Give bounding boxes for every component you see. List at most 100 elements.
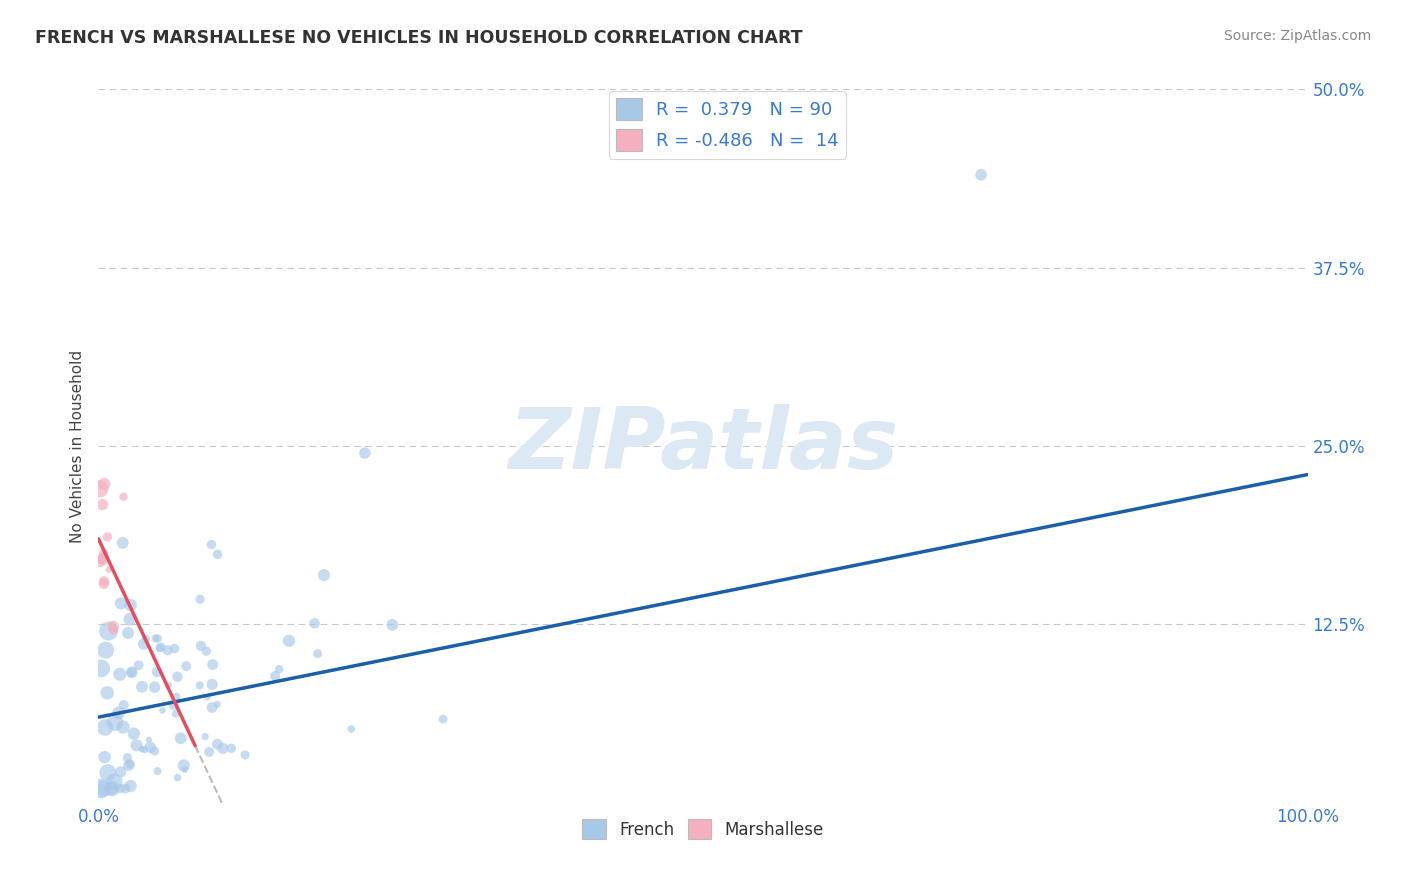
Point xyxy=(138,732,160,747)
Point xyxy=(340,722,363,736)
Point xyxy=(149,640,172,655)
Point xyxy=(103,623,125,637)
Point xyxy=(94,721,117,735)
Point xyxy=(101,619,124,633)
Point xyxy=(94,643,117,657)
Point xyxy=(190,639,212,653)
Point xyxy=(145,632,167,646)
Point xyxy=(264,669,287,683)
Point xyxy=(101,781,124,796)
Point xyxy=(120,779,142,793)
Point xyxy=(89,555,111,569)
Point xyxy=(111,536,134,550)
Point xyxy=(170,731,193,746)
Point xyxy=(93,574,115,589)
Y-axis label: No Vehicles in Household: No Vehicles in Household xyxy=(70,350,86,542)
Point xyxy=(104,715,127,730)
Point xyxy=(132,637,155,651)
Point xyxy=(173,758,195,772)
Point xyxy=(432,712,454,726)
Point xyxy=(114,781,136,796)
Point xyxy=(112,698,135,713)
Point xyxy=(354,446,377,460)
Point xyxy=(118,612,141,626)
Point xyxy=(122,726,145,740)
Point xyxy=(91,551,114,566)
Point xyxy=(97,624,120,638)
Point xyxy=(103,774,125,789)
Point xyxy=(174,659,197,673)
Point xyxy=(93,781,115,796)
Point xyxy=(108,667,131,681)
Point xyxy=(312,568,335,582)
Point xyxy=(117,626,139,640)
Point xyxy=(212,741,235,756)
Text: FRENCH VS MARSHALLESE NO VEHICLES IN HOUSEHOLD CORRELATION CHART: FRENCH VS MARSHALLESE NO VEHICLES IN HOU… xyxy=(35,29,803,46)
Point xyxy=(135,632,157,646)
Text: Source: ZipAtlas.com: Source: ZipAtlas.com xyxy=(1223,29,1371,43)
Point xyxy=(91,498,114,512)
Point xyxy=(197,690,219,705)
Point xyxy=(149,640,172,655)
Point xyxy=(233,747,256,762)
Point xyxy=(118,757,141,772)
Point xyxy=(93,477,115,491)
Point xyxy=(304,616,326,631)
Point xyxy=(117,750,139,764)
Point xyxy=(166,670,188,684)
Point xyxy=(108,781,131,796)
Point xyxy=(165,706,187,721)
Legend: French, Marshallese: French, Marshallese xyxy=(576,813,830,846)
Point xyxy=(146,764,169,778)
Point xyxy=(90,781,112,796)
Point xyxy=(381,618,404,632)
Point xyxy=(146,665,169,679)
Point xyxy=(173,763,195,777)
Point xyxy=(188,592,211,607)
Point xyxy=(163,698,186,712)
Point xyxy=(165,690,187,704)
Point xyxy=(131,742,153,756)
Point xyxy=(107,706,129,720)
Point xyxy=(110,596,132,610)
Point xyxy=(201,657,224,672)
Point xyxy=(278,633,301,648)
Point xyxy=(96,686,118,700)
Point xyxy=(118,758,141,772)
Point xyxy=(207,547,229,561)
Point xyxy=(96,530,118,544)
Point xyxy=(134,742,156,756)
Point xyxy=(97,765,120,780)
Point xyxy=(198,745,221,759)
Point xyxy=(194,730,217,744)
Point xyxy=(201,677,224,691)
Point xyxy=(121,665,143,680)
Point xyxy=(157,678,180,692)
Point xyxy=(97,563,120,577)
Point xyxy=(121,665,143,680)
Point xyxy=(139,740,162,755)
Point xyxy=(219,741,242,756)
Point xyxy=(112,490,135,504)
Point xyxy=(207,698,229,712)
Point xyxy=(91,552,114,566)
Point xyxy=(110,764,132,779)
Point xyxy=(128,658,150,673)
Text: ZIPatlas: ZIPatlas xyxy=(508,404,898,488)
Point xyxy=(93,576,115,591)
Point xyxy=(112,720,135,734)
Point xyxy=(120,598,142,612)
Point xyxy=(201,700,224,714)
Point xyxy=(93,750,115,764)
Point xyxy=(90,661,112,675)
Point xyxy=(156,643,179,657)
Point xyxy=(207,737,229,751)
Point xyxy=(200,538,222,552)
Point xyxy=(143,744,166,758)
Point xyxy=(131,680,153,694)
Point xyxy=(163,641,186,656)
Point xyxy=(89,482,111,496)
Point xyxy=(269,662,291,676)
Point xyxy=(195,644,218,658)
Point xyxy=(970,168,993,182)
